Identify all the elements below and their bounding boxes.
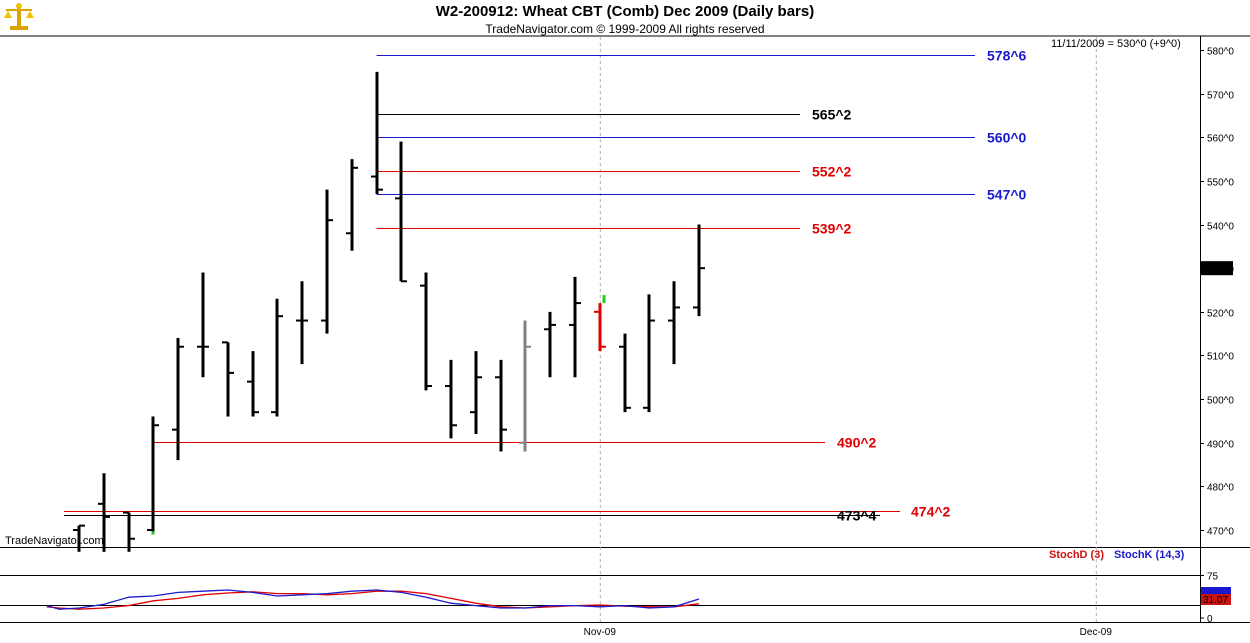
level-label-0: 578^6 xyxy=(987,48,1027,64)
ytick-label-9: 560^0 xyxy=(1207,134,1234,145)
ohlc-bar-8 xyxy=(271,298,283,417)
level-label-8: 473^4 xyxy=(837,508,877,524)
price-axis-ticks: 470^0 480^0 490^0 500^0 510^0 520^0 530^0 540^0… xyxy=(1200,47,1234,538)
ytick-label-3: 500^0 xyxy=(1207,396,1234,407)
stoch-d-legend: StochD (3) xyxy=(1049,549,1104,561)
ytick-label-1: 480^0 xyxy=(1207,483,1234,494)
last-price-box xyxy=(1201,261,1233,276)
stoch-series-0 xyxy=(46,590,700,610)
ohlc-bar-23 xyxy=(643,294,655,413)
level-label-2: 560^0 xyxy=(987,130,1027,146)
price-levels: 578^6 565^2 560^0 552^2 547^0 539^2 490^2 474^2… xyxy=(64,48,1027,524)
chart-title: W2-200912: Wheat CBT (Comb) Dec 2009 (Da… xyxy=(435,3,815,20)
ohlc-bar-4 xyxy=(172,338,184,461)
ytick-label-10: 570^0 xyxy=(1207,91,1234,102)
ohlc-bar-5 xyxy=(197,272,209,378)
ytick-label-2: 490^0 xyxy=(1207,440,1234,451)
ohlc-bar-7 xyxy=(247,351,259,417)
level-label-6: 490^2 xyxy=(837,435,877,451)
scale-icon xyxy=(4,3,34,30)
level-label-7: 474^2 xyxy=(911,504,951,520)
stoch-ytick-label-0: 75 xyxy=(1207,572,1219,583)
chart-copyright: TradeNavigator.com © 1999-2009 All right… xyxy=(485,22,765,36)
stoch-k-legend: StochK (14,3) xyxy=(1114,549,1185,561)
ytick-label-4: 510^0 xyxy=(1207,352,1234,363)
ohlc-bar-10 xyxy=(321,189,333,334)
watermark-label: TradeNavigator.com xyxy=(5,535,104,547)
level-label-1: 565^2 xyxy=(812,107,852,123)
ohlc-bar-21 xyxy=(594,295,606,352)
price-bars xyxy=(73,71,705,552)
ohlc-bar-9 xyxy=(296,281,308,365)
ohlc-bar-20 xyxy=(569,276,581,378)
ohlc-bar-24 xyxy=(668,281,680,365)
ohlc-bar-1 xyxy=(98,473,110,552)
ytick-label-0: 470^0 xyxy=(1207,527,1234,538)
ohlc-bar-25 xyxy=(693,224,705,317)
ohlc-bar-3 xyxy=(147,416,159,535)
ohlc-bar-19 xyxy=(544,311,556,378)
level-label-4: 547^0 xyxy=(987,187,1027,203)
ohlc-bar-12 xyxy=(371,71,383,194)
ohlc-bar-11 xyxy=(346,159,358,251)
stoch-series-1 xyxy=(46,589,700,610)
stoch-d-last-box xyxy=(1201,594,1231,605)
level-label-5: 539^2 xyxy=(812,221,852,237)
ytick-label-11: 580^0 xyxy=(1207,47,1234,58)
level-label-3: 552^2 xyxy=(812,164,852,180)
last-price-label: 530^0 xyxy=(1203,264,1230,275)
stochastic-panel: 75 0 xyxy=(0,572,1219,625)
ohlc-bar-0 xyxy=(73,524,85,552)
ohlc-bar-18 xyxy=(519,320,531,452)
ytick-label-7: 540^0 xyxy=(1207,222,1234,233)
ytick-label-5: 520^0 xyxy=(1207,309,1234,320)
ytick-label-8: 550^0 xyxy=(1207,178,1234,189)
stoch-last-label: 31.07 xyxy=(1203,595,1228,606)
xtick-label-0: Nov-09 xyxy=(584,627,617,638)
ohlc-bar-14 xyxy=(420,272,432,391)
ohlc-bar-15 xyxy=(445,359,457,439)
ohlc-bar-6 xyxy=(222,341,234,417)
stoch-k-last-box xyxy=(1201,587,1231,595)
ohlc-bar-16 xyxy=(470,351,482,434)
time-axis-ticks: Nov-09 Dec-09 xyxy=(584,627,1113,638)
vertical-gridlines xyxy=(599,37,1097,622)
xtick-label-1: Dec-09 xyxy=(1080,627,1113,638)
ohlc-bar-17 xyxy=(495,359,507,452)
stoch-ytick-label-1: 0 xyxy=(1207,614,1213,625)
ohlc-bar-2 xyxy=(123,511,135,552)
price-readout: 11/11/2009 = 530^0 (+9^0) xyxy=(1051,38,1181,50)
ohlc-bar-13 xyxy=(395,141,407,283)
ohlc-bar-22 xyxy=(619,333,631,413)
